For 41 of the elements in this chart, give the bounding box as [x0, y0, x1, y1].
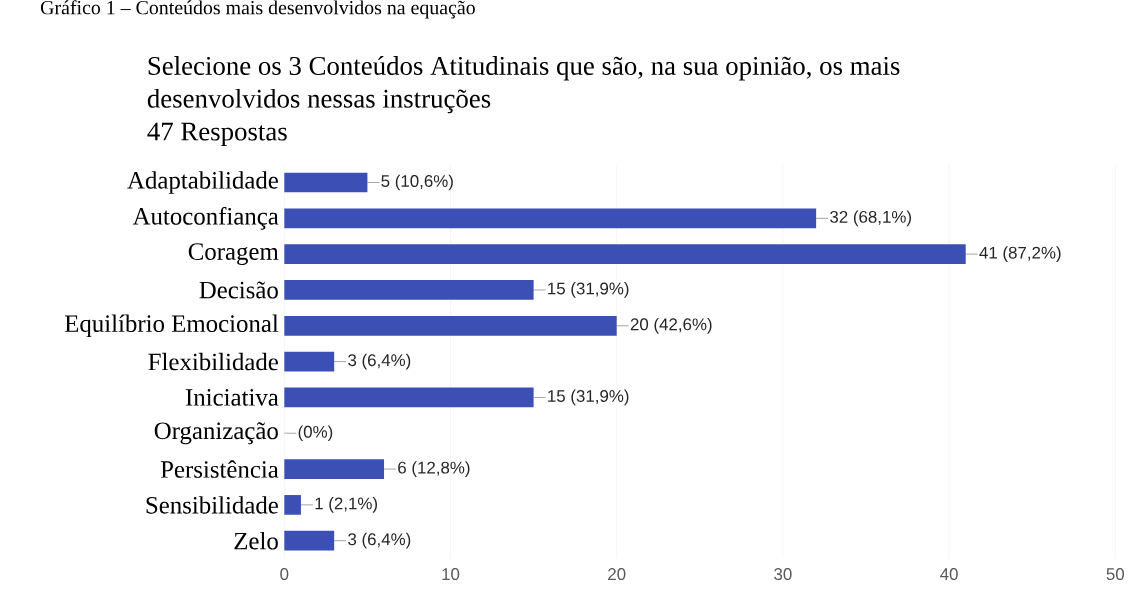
y-tick-label: Iniciativa [185, 389, 279, 407]
data-label: 3 (6,4%) [348, 353, 411, 370]
x-tick-label: 30 [774, 568, 792, 581]
bar [284, 208, 817, 229]
y-tick-label: Sensibilidade [146, 496, 278, 514]
y-tick-label: Coragem [188, 243, 279, 266]
bar [284, 351, 335, 372]
x-tick-label: 10 [442, 568, 460, 581]
y-tick-label: Zelo [234, 532, 278, 550]
x-tick-label: 50 [1106, 568, 1125, 581]
y-tick-label: Adaptabilidade [127, 171, 278, 194]
data-label: 20 (42,6%) [630, 318, 712, 334]
y-tick-label: Decisão [199, 281, 278, 299]
bar [284, 280, 534, 301]
data-label: 41 (87,2%) [979, 246, 1061, 263]
data-label: 15 (31,9%) [548, 282, 629, 299]
bar [284, 459, 385, 480]
y-tick-label: Organização [154, 422, 278, 445]
bar [284, 244, 966, 265]
x-tick-label: 20 [608, 568, 626, 581]
data-label: 32 (68,1%) [830, 210, 911, 227]
chart-subtitle: 47 Respostas [147, 122, 287, 147]
bar [284, 172, 368, 193]
data-label: 1 (2,1%) [315, 497, 377, 513]
y-tick-label: Equilíbrio Emocional [64, 314, 279, 338]
data-label: (0%) [298, 425, 333, 442]
chart-title: Selecione os 3 Conteúdos Atitudinais que são, na sua opinião, os mais desenvolvidos nessas instruções [147, 56, 900, 114]
x-tick-label: 0 [280, 568, 289, 581]
y-tick-label: Flexibilidade [148, 353, 278, 371]
data-label: 5 (10,6%) [381, 174, 453, 191]
bar [284, 531, 335, 551]
bar [284, 387, 534, 408]
data-label: 6 (12,8%) [398, 461, 470, 478]
bar [284, 316, 617, 336]
y-tick-label: Persistência [160, 460, 279, 479]
y-tick-label: Autoconfiança [132, 207, 279, 230]
data-label: 3 (6,4%) [348, 533, 411, 549]
data-label: 15 (31,9%) [548, 389, 629, 406]
x-tick-label: 40 [940, 568, 958, 581]
bar [284, 495, 301, 515]
text: Gráfico 1 – Conteúdos mais desenvolvidos na equação [40, 0, 475, 19]
